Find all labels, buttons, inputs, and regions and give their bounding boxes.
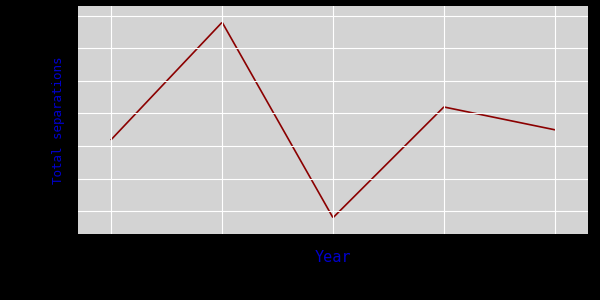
Y-axis label: Total separations: Total separations [52, 56, 65, 184]
X-axis label: Year: Year [315, 250, 351, 265]
